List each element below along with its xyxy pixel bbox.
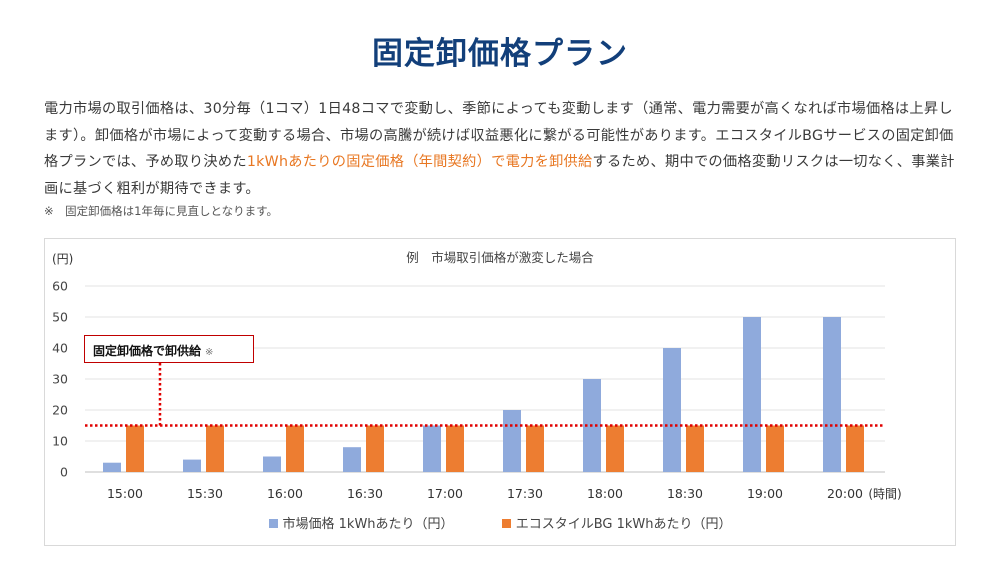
y-tick-label: 40 — [52, 341, 68, 356]
bar-market — [743, 317, 761, 472]
legend-label-market: 市場価格 1kWhあたり（円） — [282, 517, 454, 532]
y-tick-label: 30 — [52, 372, 68, 387]
legend-label-fixed: エコスタイルBG 1kWhあたり（円） — [515, 517, 732, 532]
bar-fixed — [846, 425, 864, 472]
bar-fixed — [366, 425, 384, 472]
chart-legend: 市場価格 1kWhあたり（円） エコスタイルBG 1kWhあたり（円） — [0, 513, 1000, 532]
bar-market — [423, 425, 441, 472]
bar-market — [823, 317, 841, 472]
bar-market — [103, 462, 121, 472]
x-tick-label: 15:30 — [187, 486, 223, 501]
intro-text-1: 電力市場の取引価格は、30分毎（1コマ）1日48コマで変動し、季節によっても変動… — [44, 101, 954, 170]
callout-note-mark: ※ — [205, 347, 214, 358]
x-tick-label: 15:00 — [107, 486, 143, 501]
bar-market — [343, 447, 361, 472]
x-tick-label: 19:00 — [747, 486, 783, 501]
bar-fixed — [206, 425, 224, 472]
legend-swatch-market — [268, 519, 278, 528]
legend-item-market: 市場価格 1kWhあたり（円） — [268, 513, 454, 532]
legend-item-fixed: エコスタイルBG 1kWhあたり（円） — [501, 513, 732, 532]
bar-market — [263, 456, 281, 472]
bar-fixed — [686, 425, 704, 472]
x-tick-label: 20:00 — [827, 486, 863, 501]
revision-note: ※ 固定卸価格は1年毎に見直しとなります。 — [44, 204, 278, 218]
x-tick-label: 16:00 — [267, 486, 303, 501]
y-tick-label: 10 — [52, 434, 68, 449]
bar-market — [183, 459, 201, 472]
y-axis-label: (円) — [52, 252, 73, 266]
x-tick-label: 17:30 — [507, 486, 543, 501]
bar-fixed — [286, 425, 304, 472]
intro-text-2: するため、期中での価格変動リスクは一切なく、事業計画に基づく粗利が期待できます。 — [44, 154, 955, 197]
bar-fixed — [126, 425, 144, 472]
y-tick-label: 20 — [52, 403, 68, 418]
x-tick-label: 17:00 — [427, 486, 463, 501]
bar-fixed — [766, 425, 784, 472]
y-tick-label: 0 — [60, 465, 68, 480]
bar-fixed — [606, 425, 624, 472]
bar-fixed — [446, 425, 464, 472]
chart-title: 例 市場取引価格が激変した場合 — [406, 250, 594, 265]
x-axis-label: (時間) — [868, 487, 901, 501]
page-title: 固定卸価格プラン — [372, 36, 628, 72]
x-tick-label: 18:30 — [667, 486, 703, 501]
y-tick-label: 50 — [52, 310, 68, 325]
bar-fixed — [526, 425, 544, 472]
callout-label: 固定卸価格で卸供給 — [93, 344, 202, 358]
x-tick-label: 18:00 — [587, 486, 623, 501]
intro-paragraph: 電力市場の取引価格は、30分毎（1コマ）1日48コマで変動し、季節によっても変動… — [44, 96, 959, 202]
y-tick-label: 60 — [52, 279, 68, 294]
bar-market — [663, 348, 681, 472]
x-tick-label: 16:30 — [347, 486, 383, 501]
legend-swatch-fixed — [501, 519, 511, 528]
chart-frame — [44, 238, 956, 546]
fixed-price-callout: 固定卸価格で卸供給 ※ — [84, 335, 254, 363]
bar-market — [503, 410, 521, 472]
intro-highlight: 1kWhあたりの固定価格（年間契約）で電力を卸供給 — [246, 154, 593, 170]
